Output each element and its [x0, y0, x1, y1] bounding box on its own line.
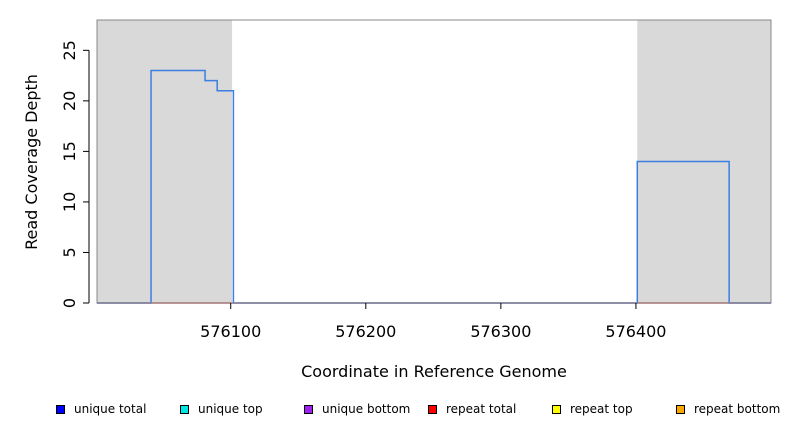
x-axis: 576100 576200 576300 576400 [200, 303, 666, 341]
x-axis-title: Coordinate in Reference Genome [301, 362, 567, 381]
y-tick-label: 20 [60, 91, 79, 111]
plot-border [96, 19, 772, 304]
legend-label: unique bottom [322, 402, 411, 416]
y-tick-label: 10 [60, 192, 79, 212]
legend-item-repeat-top: repeat top [552, 400, 633, 418]
legend: unique total unique top unique bottom repea… [0, 400, 792, 418]
legend-swatch [676, 404, 685, 414]
legend-swatch [56, 404, 65, 414]
x-tick-label: 576200 [335, 322, 396, 341]
legend-swatch [304, 404, 313, 414]
legend-item-repeat-total: repeat total [428, 400, 516, 418]
legend-label: repeat top [570, 402, 633, 416]
legend-swatch [552, 404, 561, 414]
y-tick-label: 0 [60, 298, 79, 308]
y-axis-title: Read Coverage Depth [22, 74, 41, 250]
x-tick-label: 576300 [470, 322, 531, 341]
y-tick-label: 15 [60, 141, 79, 161]
shaded-region-1 [97, 20, 233, 303]
legend-item-unique-top: unique top [180, 400, 263, 418]
legend-item-unique-total: unique total [56, 400, 146, 418]
legend-swatch [180, 404, 189, 414]
legend-label: unique top [198, 402, 263, 416]
legend-item-repeat-bottom: repeat bottom [676, 400, 780, 418]
y-tick-label: 25 [60, 40, 79, 60]
legend-item-unique-bottom: unique bottom [304, 400, 410, 418]
legend-swatch [428, 404, 437, 414]
y-tick-label: 5 [60, 247, 79, 257]
x-tick-label: 576400 [605, 322, 666, 341]
legend-label: unique total [74, 402, 147, 416]
x-tick-label: 576100 [200, 322, 261, 341]
legend-label: repeat total [446, 402, 517, 416]
legend-label: repeat bottom [694, 402, 781, 416]
y-axis: 0 5 10 15 20 25 [60, 40, 90, 308]
series-line-unique-total [97, 69, 771, 304]
